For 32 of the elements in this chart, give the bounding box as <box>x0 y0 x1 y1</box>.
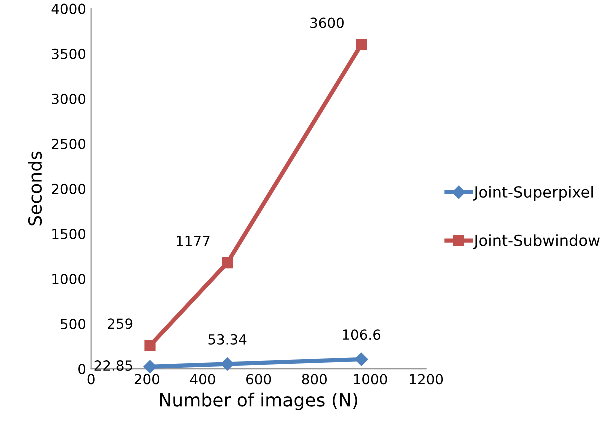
point <box>144 360 157 374</box>
point <box>356 39 368 50</box>
x-tick-label: 600 <box>246 374 272 385</box>
y-tick-label: 500 <box>61 319 86 330</box>
point <box>144 340 156 352</box>
data-label: 3600 <box>310 18 344 28</box>
y-axis-title: Seconds <box>28 152 42 226</box>
data-label: 1177 <box>177 236 210 246</box>
data-label: 22.85 <box>94 360 132 372</box>
x-tick-label: 400 <box>190 374 216 385</box>
y-tick-label: 2500 <box>52 138 86 150</box>
data-label: 53.34 <box>208 334 247 345</box>
y-tick-label: 1500 <box>52 228 86 240</box>
y-tick-label: 3000 <box>52 94 86 104</box>
y-tick-label: 0 <box>78 364 86 375</box>
point <box>222 258 234 269</box>
x-axis-title: Number of images (N) <box>160 392 358 410</box>
y-tick-label: 3500 <box>52 48 86 60</box>
point <box>220 358 234 371</box>
x-tick-label: 0 <box>88 374 95 385</box>
y-tick-label: 1000 <box>52 274 86 284</box>
point <box>354 352 368 366</box>
legend-label: Joint-Subwindow <box>473 234 600 250</box>
x-tick-label: 1200 <box>410 374 444 385</box>
y-tick-label: 2000 <box>52 184 86 194</box>
x-tick-label: 800 <box>302 374 327 385</box>
y-tick-label: 4000 <box>52 4 86 14</box>
data-label: 106.6 <box>343 330 381 340</box>
x-tick-label: 1000 <box>354 374 388 385</box>
x-tick-label: 200 <box>134 374 160 385</box>
data-label: 259 <box>108 318 133 330</box>
legend-label: Joint-Superpixel <box>473 186 594 201</box>
